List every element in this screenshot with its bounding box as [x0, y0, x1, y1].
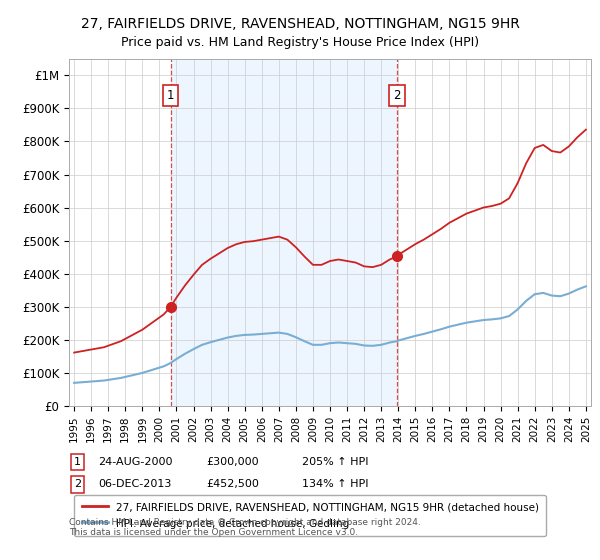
Text: Price paid vs. HM Land Registry's House Price Index (HPI): Price paid vs. HM Land Registry's House …	[121, 36, 479, 49]
Text: 1: 1	[167, 88, 174, 102]
Legend: 27, FAIRFIELDS DRIVE, RAVENSHEAD, NOTTINGHAM, NG15 9HR (detached house), HPI: Av: 27, FAIRFIELDS DRIVE, RAVENSHEAD, NOTTIN…	[74, 494, 546, 536]
Text: 27, FAIRFIELDS DRIVE, RAVENSHEAD, NOTTINGHAM, NG15 9HR: 27, FAIRFIELDS DRIVE, RAVENSHEAD, NOTTIN…	[80, 17, 520, 31]
Text: 24-AUG-2000: 24-AUG-2000	[98, 457, 173, 467]
Text: £452,500: £452,500	[206, 479, 259, 489]
Text: 134% ↑ HPI: 134% ↑ HPI	[302, 479, 369, 489]
Text: £300,000: £300,000	[206, 457, 259, 467]
Text: 1: 1	[74, 457, 81, 467]
Bar	[170, 59, 397, 406]
Text: 06-DEC-2013: 06-DEC-2013	[98, 479, 172, 489]
Text: 2: 2	[393, 88, 401, 102]
Text: 2: 2	[74, 479, 81, 489]
Text: Contains HM Land Registry data © Crown copyright and database right 2024.
This d: Contains HM Land Registry data © Crown c…	[69, 518, 421, 538]
Text: 205% ↑ HPI: 205% ↑ HPI	[302, 457, 369, 467]
